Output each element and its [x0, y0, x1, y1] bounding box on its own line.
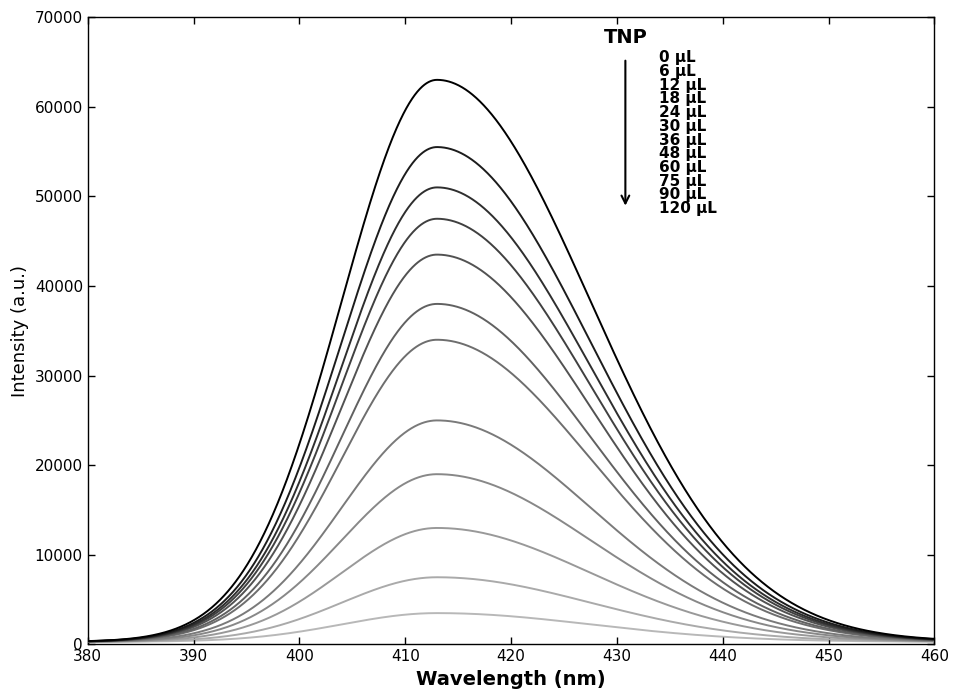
Text: 6 μL: 6 μL [660, 64, 696, 79]
Text: 75 μL: 75 μL [660, 174, 707, 188]
Text: 18 μL: 18 μL [660, 92, 707, 106]
Text: 48 μL: 48 μL [660, 146, 707, 161]
Text: 30 μL: 30 μL [660, 119, 707, 134]
Text: TNP: TNP [604, 27, 647, 47]
Text: 90 μL: 90 μL [660, 188, 707, 202]
Text: 60 μL: 60 μL [660, 160, 707, 175]
Text: 12 μL: 12 μL [660, 78, 707, 93]
Text: 0 μL: 0 μL [660, 50, 696, 65]
X-axis label: Wavelength (nm): Wavelength (nm) [417, 670, 606, 689]
Y-axis label: Intensity (a.u.): Intensity (a.u.) [12, 265, 29, 397]
Text: 24 μL: 24 μL [660, 105, 707, 120]
Text: 120 μL: 120 μL [660, 201, 717, 216]
Text: 36 μL: 36 μL [660, 132, 707, 148]
